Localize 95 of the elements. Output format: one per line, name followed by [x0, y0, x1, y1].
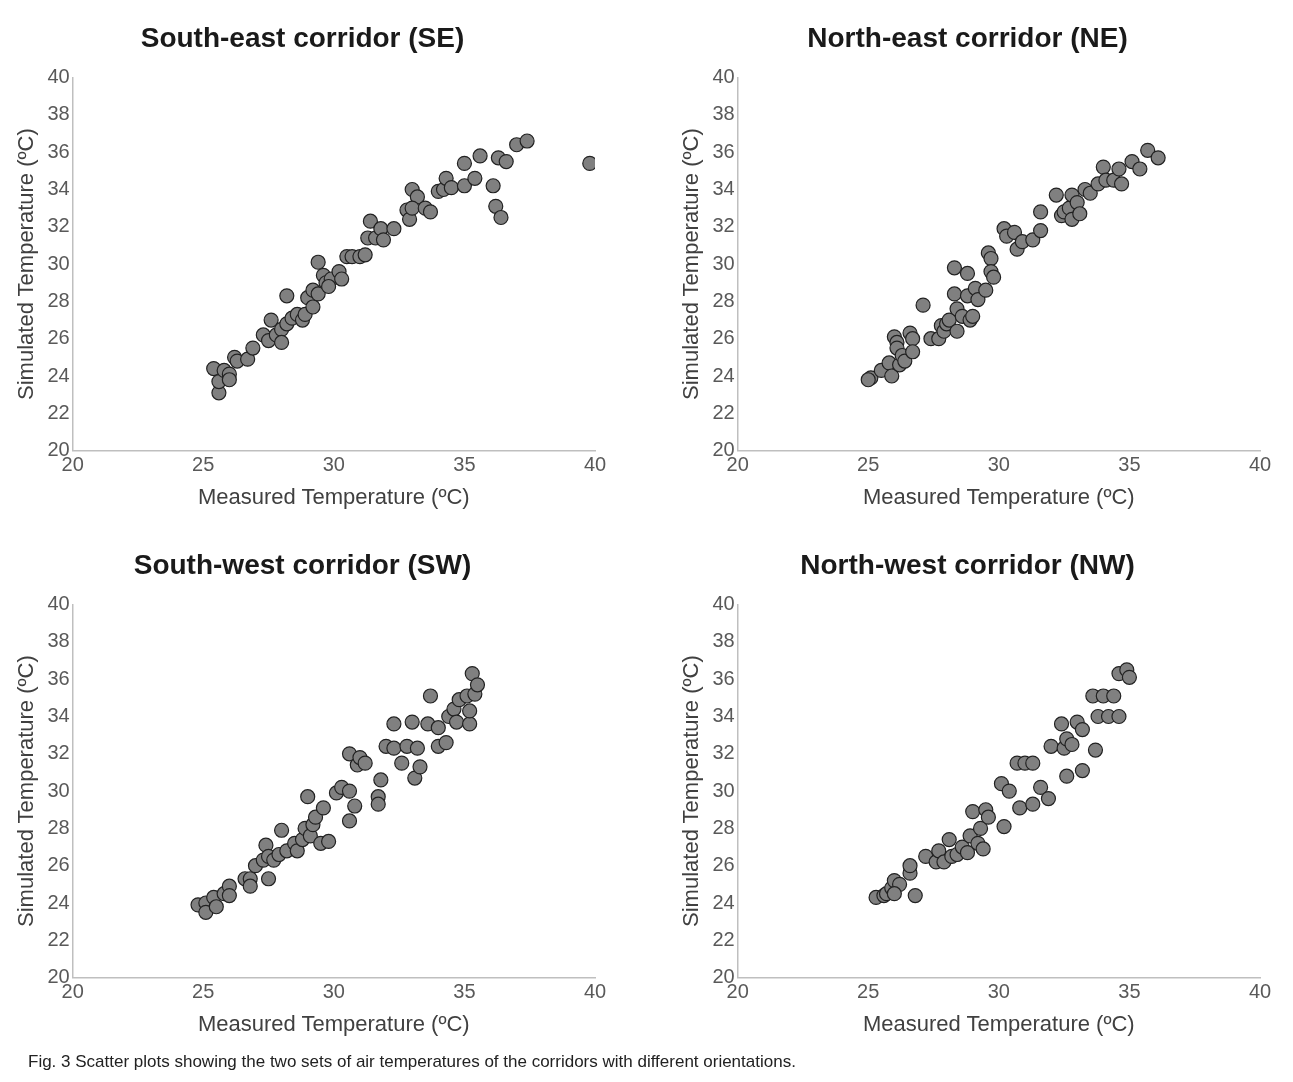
y-tick-label: 34: [712, 177, 735, 200]
y-tick-label: 40: [47, 65, 70, 88]
point: [1059, 768, 1075, 784]
point: [886, 886, 902, 902]
x-tick-label: 30: [987, 453, 1010, 476]
point: [996, 818, 1012, 835]
point: [975, 841, 991, 857]
x-tick-label: 35: [1118, 453, 1141, 476]
point: [1012, 800, 1028, 816]
point: [902, 858, 918, 874]
point: [980, 809, 996, 825]
y-tick-label: 26: [712, 853, 735, 876]
y-tick-label: 26: [712, 326, 735, 349]
point: [1025, 755, 1041, 771]
y-tick-label: 24: [47, 363, 70, 386]
x-tick-label: 30: [322, 980, 345, 1003]
chart-title: North-west corridor (NW): [800, 548, 1135, 580]
y-tick-label: 28: [47, 815, 70, 838]
point: [1001, 783, 1017, 799]
x-axis-title: Measured Temperature (ºC): [862, 1010, 1135, 1036]
y-tick-label: 28: [712, 815, 735, 838]
x-axis-title: Measured Temperature (ºC): [197, 483, 470, 509]
y-tick-label: 36: [47, 139, 70, 162]
y-tick-label: 34: [47, 177, 70, 200]
point: [1025, 796, 1041, 812]
y-tick-label: 24: [47, 890, 70, 913]
y-tick-label: 28: [712, 288, 735, 311]
y-tick-label: 22: [712, 400, 735, 423]
y-axis-title: Simulated Temperature (ºC): [13, 128, 39, 400]
point: [1121, 669, 1138, 685]
y-tick-label: 40: [47, 592, 70, 615]
y-tick-label: 36: [712, 139, 735, 162]
y-tick-label: 40: [712, 592, 735, 615]
x-tick-label: 25: [192, 453, 215, 476]
point: [1043, 738, 1059, 754]
y-tick-label: 26: [47, 853, 70, 876]
point: [1053, 716, 1070, 732]
x-tick-label: 40: [1248, 453, 1272, 476]
y-axis-title: Simulated Temperature (ºC): [678, 128, 704, 400]
x-axis-title: Measured Temperature (ºC): [862, 483, 1135, 509]
y-tick-label: 34: [712, 704, 735, 727]
point: [1040, 790, 1057, 807]
point: [965, 804, 981, 820]
y-axis-title: Simulated Temperature (ºC): [13, 655, 39, 927]
x-tick-label: 35: [453, 980, 476, 1003]
y-tick-label: 30: [47, 778, 70, 801]
x-tick-label: 35: [453, 453, 476, 476]
y-axis-title: Simulated Temperature (ºC): [678, 655, 704, 927]
x-tick-label: 30: [322, 453, 345, 476]
point: [959, 845, 976, 861]
x-tick-label: 40: [1248, 980, 1272, 1003]
y-tick-label: 32: [47, 214, 70, 237]
y-tick-label: 30: [47, 251, 70, 274]
y-tick-label: 22: [47, 400, 70, 423]
y-tick-label: 40: [712, 65, 735, 88]
y-tick-label: 38: [47, 629, 70, 652]
y-tick-label: 22: [712, 927, 735, 950]
y-tick-label: 32: [47, 741, 70, 764]
x-tick-label: 35: [1118, 980, 1141, 1003]
x-axis-title: Measured Temperature (ºC): [197, 1010, 470, 1036]
x-tick-label: 25: [857, 453, 880, 476]
x-tick-label: 40: [583, 980, 607, 1003]
point: [1074, 721, 1090, 738]
caption: Fig. 3 Scatter plots showing the two sets of air temperatures of the corridors with different orientations.: [28, 1052, 796, 1072]
chart-title: South-west corridor (SW): [133, 548, 472, 580]
y-tick-label: 36: [712, 666, 735, 689]
x-tick-label: 40: [583, 453, 607, 476]
y-tick-label: 34: [47, 704, 70, 727]
y-tick-label: 32: [712, 214, 735, 237]
y-tick-label: 38: [47, 102, 70, 125]
x-tick-label: 30: [987, 980, 1010, 1003]
y-tick-label: 26: [47, 326, 70, 349]
point: [1106, 688, 1122, 704]
chart-title: South-east corridor (SE): [140, 21, 465, 53]
point: [1033, 779, 1049, 795]
point: [1074, 762, 1090, 779]
y-tick-label: 30: [712, 778, 735, 801]
point: [1064, 736, 1080, 753]
point: [972, 820, 989, 836]
point: [941, 831, 957, 848]
y-tick-label: 24: [712, 890, 735, 913]
y-tick-label: 30: [712, 251, 735, 274]
y-tick-label: 28: [47, 288, 70, 311]
y-tick-label: 32: [712, 741, 735, 764]
y-tick-label: 24: [712, 363, 735, 386]
y-tick-label: 36: [47, 666, 70, 689]
y-tick-label: 38: [712, 629, 735, 652]
y-tick-label: 38: [712, 102, 735, 125]
point: [907, 887, 923, 904]
x-tick-label: 25: [857, 980, 880, 1003]
point: [1111, 708, 1127, 725]
point: [1087, 742, 1104, 758]
y-tick-label: 22: [47, 927, 70, 950]
x-tick-label: 25: [192, 980, 215, 1003]
chart-title: North-east corridor (NE): [807, 21, 1128, 53]
